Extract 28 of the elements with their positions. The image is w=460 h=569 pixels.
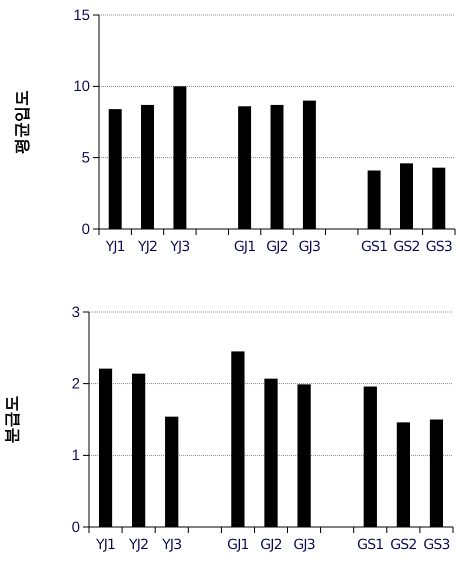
y-axis-title: 평균입도 — [12, 90, 31, 154]
y-tick-label: 0 — [82, 220, 90, 238]
x-tick-label: GJ2 — [266, 239, 288, 255]
x-tick-label: GS3 — [423, 537, 450, 553]
y-tick-label: 3 — [72, 304, 80, 321]
x-tick-label: YJ2 — [128, 537, 148, 553]
y-tick-label: 2 — [72, 375, 80, 392]
x-tick-label: GS2 — [390, 537, 416, 553]
x-tick-label: GS1 — [357, 537, 384, 553]
y-tick-label: 15 — [73, 6, 90, 24]
x-tick-label: GS2 — [393, 239, 420, 255]
y-tick-label: 0 — [72, 518, 80, 536]
y-axis-title: 분급도 — [2, 396, 21, 444]
y-tick-label: 10 — [73, 78, 90, 96]
x-tick-label: YJ1 — [104, 239, 125, 255]
x-tick-label: GJ3 — [298, 239, 320, 255]
y-tick-label: 5 — [82, 149, 90, 166]
x-tick-label: GS3 — [426, 239, 452, 255]
x-tick-label: YJ2 — [136, 239, 158, 255]
x-tick-label: GJ1 — [234, 239, 256, 255]
x-tick-label: YJ3 — [169, 239, 190, 255]
x-tick-label: GJ2 — [260, 537, 282, 553]
x-tick-label: YJ1 — [94, 537, 116, 553]
x-tick-label: GJ3 — [293, 537, 315, 553]
y-tick-label: 1 — [72, 447, 80, 464]
x-tick-label: GS1 — [360, 239, 388, 255]
x-tick-label: GJ1 — [227, 537, 249, 553]
x-tick-label: YJ3 — [161, 537, 182, 553]
